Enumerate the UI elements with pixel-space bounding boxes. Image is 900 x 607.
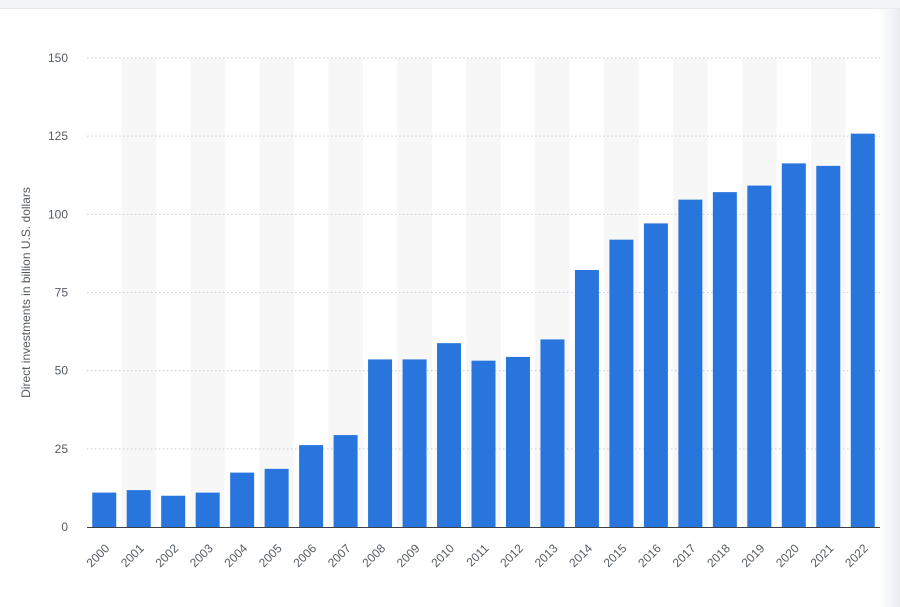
x-tick-label: 2016	[635, 541, 664, 570]
bar-2016[interactable]	[643, 223, 668, 527]
x-tick-label: 2018	[704, 541, 733, 570]
bar-2004[interactable]	[230, 472, 255, 527]
bar-2019[interactable]	[747, 185, 772, 527]
y-tick-label: 75	[55, 286, 69, 300]
x-tick-label: 2002	[153, 541, 182, 570]
bar-2022[interactable]	[850, 133, 875, 527]
x-tick-label: 2009	[394, 541, 423, 570]
x-tick-label: 2001	[118, 541, 147, 570]
y-tick-label: 0	[61, 520, 68, 534]
x-tick-label: 2020	[773, 541, 802, 570]
bar-2011[interactable]	[471, 360, 496, 527]
right-edge-shadow	[878, 8, 900, 607]
x-tick-label: 2000	[84, 541, 113, 570]
x-tick-label: 2006	[290, 541, 319, 570]
x-tick-label: 2021	[808, 541, 837, 570]
bar-2015[interactable]	[609, 239, 634, 527]
bars	[92, 133, 875, 528]
column-band	[121, 58, 156, 527]
x-tick-label: 2022	[842, 541, 871, 570]
x-tick-label: 2019	[739, 541, 768, 570]
top-strip	[0, 0, 900, 9]
bar-2007[interactable]	[333, 435, 358, 527]
x-tick-label: 2003	[187, 541, 216, 570]
x-tick-label: 2012	[497, 541, 526, 570]
x-tick-label: 2013	[532, 541, 561, 570]
y-tick-label: 150	[48, 51, 68, 65]
x-tick-label: 2004	[221, 541, 250, 570]
bar-2009[interactable]	[402, 359, 427, 527]
bar-2017[interactable]	[678, 199, 703, 527]
bar-2020[interactable]	[781, 163, 806, 528]
bar-2006[interactable]	[299, 445, 324, 527]
bar-2002[interactable]	[161, 495, 186, 527]
bar-2021[interactable]	[816, 165, 841, 527]
x-tick-label: 2005	[256, 541, 285, 570]
x-tick-label: 2014	[566, 541, 595, 570]
bar-2001[interactable]	[126, 490, 151, 527]
bar-2005[interactable]	[264, 468, 289, 527]
y-tick-label: 125	[48, 129, 68, 143]
y-axis-ticks: 0 25 50 75 100 125 150	[48, 51, 68, 534]
y-tick-label: 50	[55, 364, 69, 378]
bar-2010[interactable]	[437, 343, 462, 527]
bar-2012[interactable]	[505, 356, 530, 527]
x-axis-ticks: 2000 2001 2002 2003 2004 2005 2006 2007 2008 2009…	[84, 541, 872, 570]
bar-2018[interactable]	[712, 192, 737, 527]
y-axis-title: Direct investments in billion U.S. dolla…	[19, 187, 33, 398]
x-tick-label: 2011	[463, 541, 491, 569]
x-tick-label: 2015	[601, 541, 630, 570]
y-tick-label: 100	[48, 207, 68, 221]
bar-2013[interactable]	[540, 339, 565, 527]
x-tick-label: 2008	[359, 541, 388, 570]
y-tick-label: 25	[55, 442, 69, 456]
column-band	[259, 58, 294, 527]
bar-2003[interactable]	[195, 492, 220, 527]
bar-2000[interactable]	[92, 492, 117, 527]
x-tick-label: 2010	[428, 541, 457, 570]
bar-2014[interactable]	[574, 269, 599, 527]
bar-2008[interactable]	[368, 359, 393, 527]
x-tick-label: 2017	[670, 541, 699, 570]
x-tick-label: 2007	[325, 541, 354, 570]
